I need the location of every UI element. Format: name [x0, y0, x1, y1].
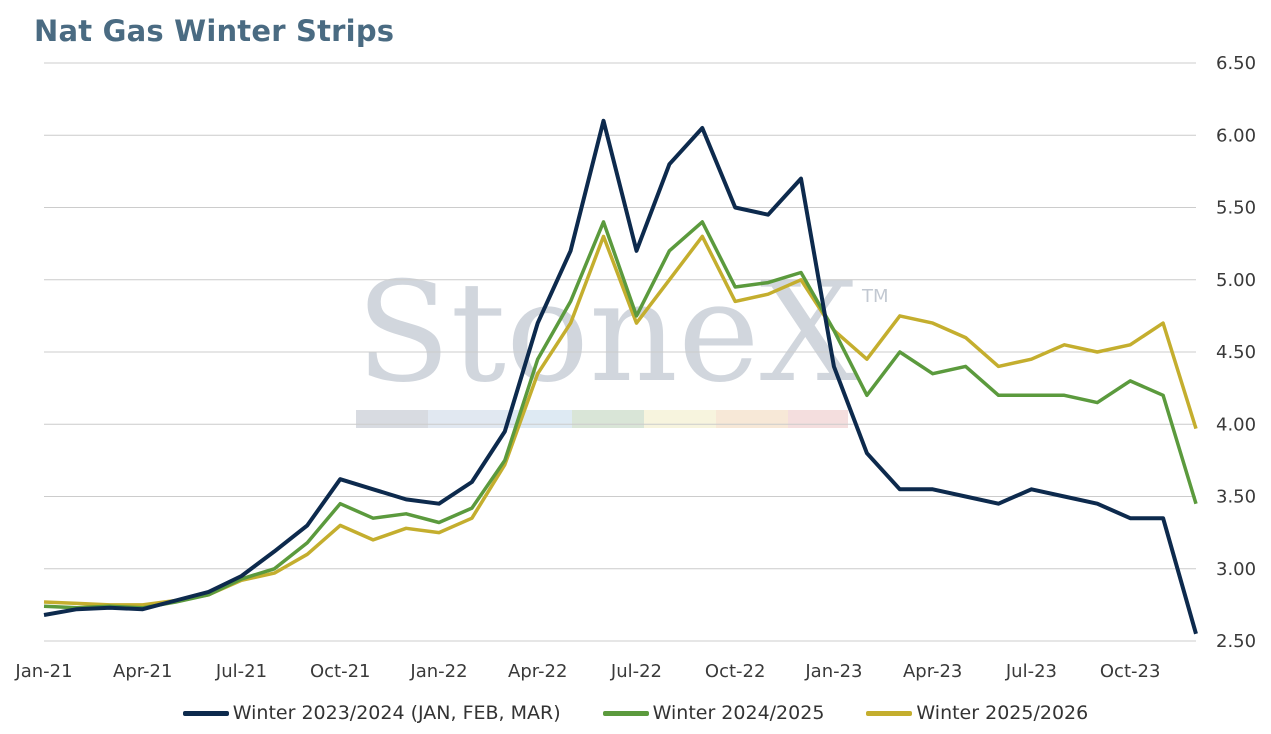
y-tick-label: 4.50	[1216, 342, 1256, 363]
y-tick-label: 5.00	[1216, 270, 1256, 291]
legend-item-winter-2024-2025: Winter 2024/2025	[602, 702, 825, 724]
chart-title: Nat Gas Winter Strips	[34, 14, 395, 48]
watermark-logo-text: StoneX	[356, 252, 858, 413]
watermark-bar-segment	[356, 410, 428, 428]
x-tick-label: Oct-22	[705, 661, 766, 682]
y-tick-label: 6.00	[1216, 125, 1256, 146]
stonex-watermark: StoneX TM	[356, 252, 889, 428]
y-tick-label: 3.50	[1216, 487, 1256, 508]
x-tick-label: Jan-23	[804, 661, 862, 682]
watermark-bar-segment	[788, 410, 848, 428]
y-tick-label: 6.50	[1216, 53, 1256, 74]
legend-swatch-winter-2024-2025	[602, 710, 649, 716]
x-tick-label: Jul-23	[1005, 661, 1057, 682]
series-line-1	[43, 118, 1198, 635]
watermark-bar-segment	[572, 410, 644, 428]
y-tick-label: 2.50	[1216, 631, 1256, 652]
x-tick-label: Jul-21	[215, 661, 267, 682]
legend-swatch-winter-2023-2024	[182, 710, 229, 716]
watermark-bar-segment	[428, 410, 500, 428]
series-line-2	[43, 220, 1198, 610]
watermark-bar-segment	[644, 410, 716, 428]
watermark-trademark: TM	[861, 286, 889, 307]
legend-item-winter-2025-2026: Winter 2025/2026	[866, 702, 1088, 724]
x-tick-label: Jul-22	[610, 661, 662, 682]
watermark-bar-segment	[716, 410, 788, 428]
y-tick-label: 3.00	[1216, 559, 1256, 580]
x-tick-label: Jan-22	[409, 661, 467, 682]
legend-label-winter-2024-2025: Winter 2024/2025	[652, 702, 825, 724]
y-tick-label: 5.50	[1216, 198, 1256, 219]
x-tick-label: Apr-23	[903, 661, 962, 682]
chart-legend: Winter 2023/2024 (JAN, FEB, MAR) Winter …	[0, 702, 1271, 724]
legend-label-winter-2023-2024: Winter 2023/2024 (JAN, FEB, MAR)	[232, 702, 561, 724]
x-tick-label: Apr-21	[113, 661, 172, 682]
legend-label-winter-2025-2026: Winter 2025/2026	[916, 702, 1089, 724]
x-tick-label: Oct-21	[310, 661, 371, 682]
legend-swatch-winter-2025-2026	[866, 710, 913, 716]
x-tick-label: Oct-23	[1100, 661, 1161, 682]
x-tick-label: Jan-21	[14, 661, 72, 682]
x-tick-label: Apr-22	[508, 661, 567, 682]
y-tick-label: 4.00	[1216, 414, 1256, 435]
legend-item-winter-2023-2024: Winter 2023/2024 (JAN, FEB, MAR)	[182, 702, 561, 724]
